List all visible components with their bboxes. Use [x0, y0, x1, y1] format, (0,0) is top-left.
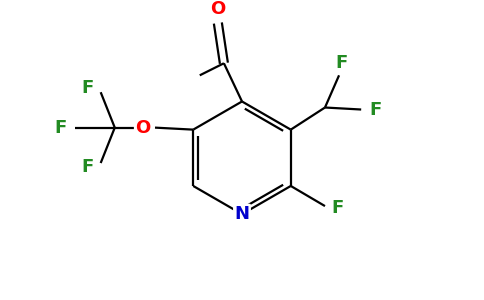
Text: O: O	[210, 0, 226, 18]
Text: F: F	[82, 158, 94, 176]
Text: F: F	[82, 79, 94, 97]
Text: F: F	[369, 100, 381, 118]
Text: O: O	[136, 118, 151, 136]
Text: F: F	[331, 199, 343, 217]
Text: F: F	[54, 118, 67, 136]
Text: F: F	[335, 54, 347, 72]
Text: N: N	[235, 205, 249, 223]
